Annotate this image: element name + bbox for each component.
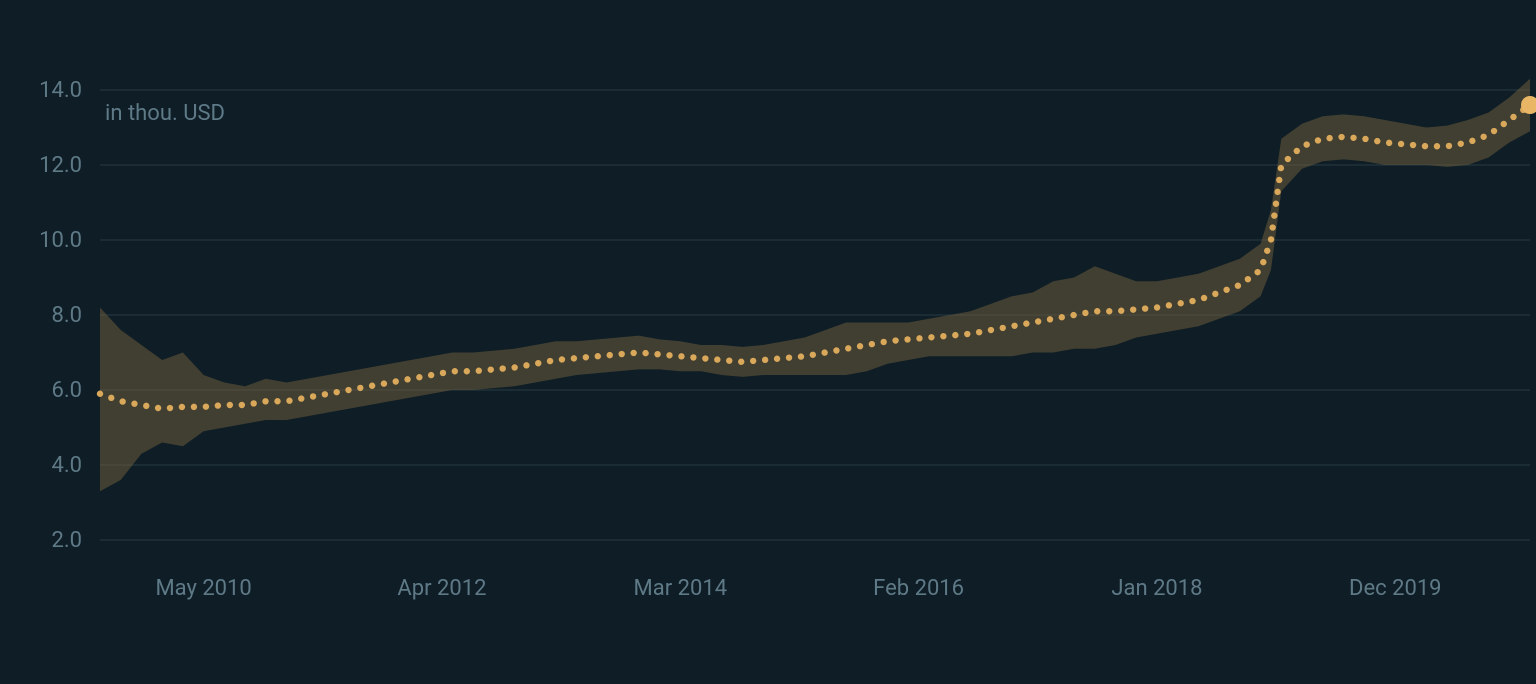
- x-tick-label: May 2010: [155, 576, 251, 601]
- y-tick-label: 6.0: [51, 378, 82, 403]
- x-tick-label: Jan 2018: [1111, 576, 1202, 601]
- x-tick-label: Apr 2012: [397, 576, 486, 601]
- chart-svg: 2.0 4.0 6.0 8.0 10.0 12.0 14.0 in thou. USD Ma…: [0, 0, 1536, 684]
- price-chart: 2.0 4.0 6.0 8.0 10.0 12.0 14.0 in thou. USD Ma…: [0, 0, 1536, 684]
- y-tick-label: 8.0: [51, 303, 82, 328]
- x-axis-labels: May 2010 Apr 2012 Mar 2014 Feb 2016 Jan 2018…: [155, 576, 1441, 601]
- y-axis-labels: 2.0 4.0 6.0 8.0 10.0 12.0 14.0: [39, 78, 82, 553]
- y-tick-label: 4.0: [51, 453, 82, 478]
- x-tick-label: Dec 2019: [1349, 576, 1442, 601]
- unit-label: in thou. USD: [105, 101, 225, 126]
- y-tick-label: 10.0: [39, 228, 82, 253]
- x-tick-label: Mar 2014: [634, 576, 728, 601]
- y-tick-label: 12.0: [39, 153, 82, 178]
- y-tick-label: 2.0: [51, 528, 82, 553]
- x-tick-label: Feb 2016: [873, 576, 964, 601]
- y-tick-label: 14.0: [39, 78, 82, 103]
